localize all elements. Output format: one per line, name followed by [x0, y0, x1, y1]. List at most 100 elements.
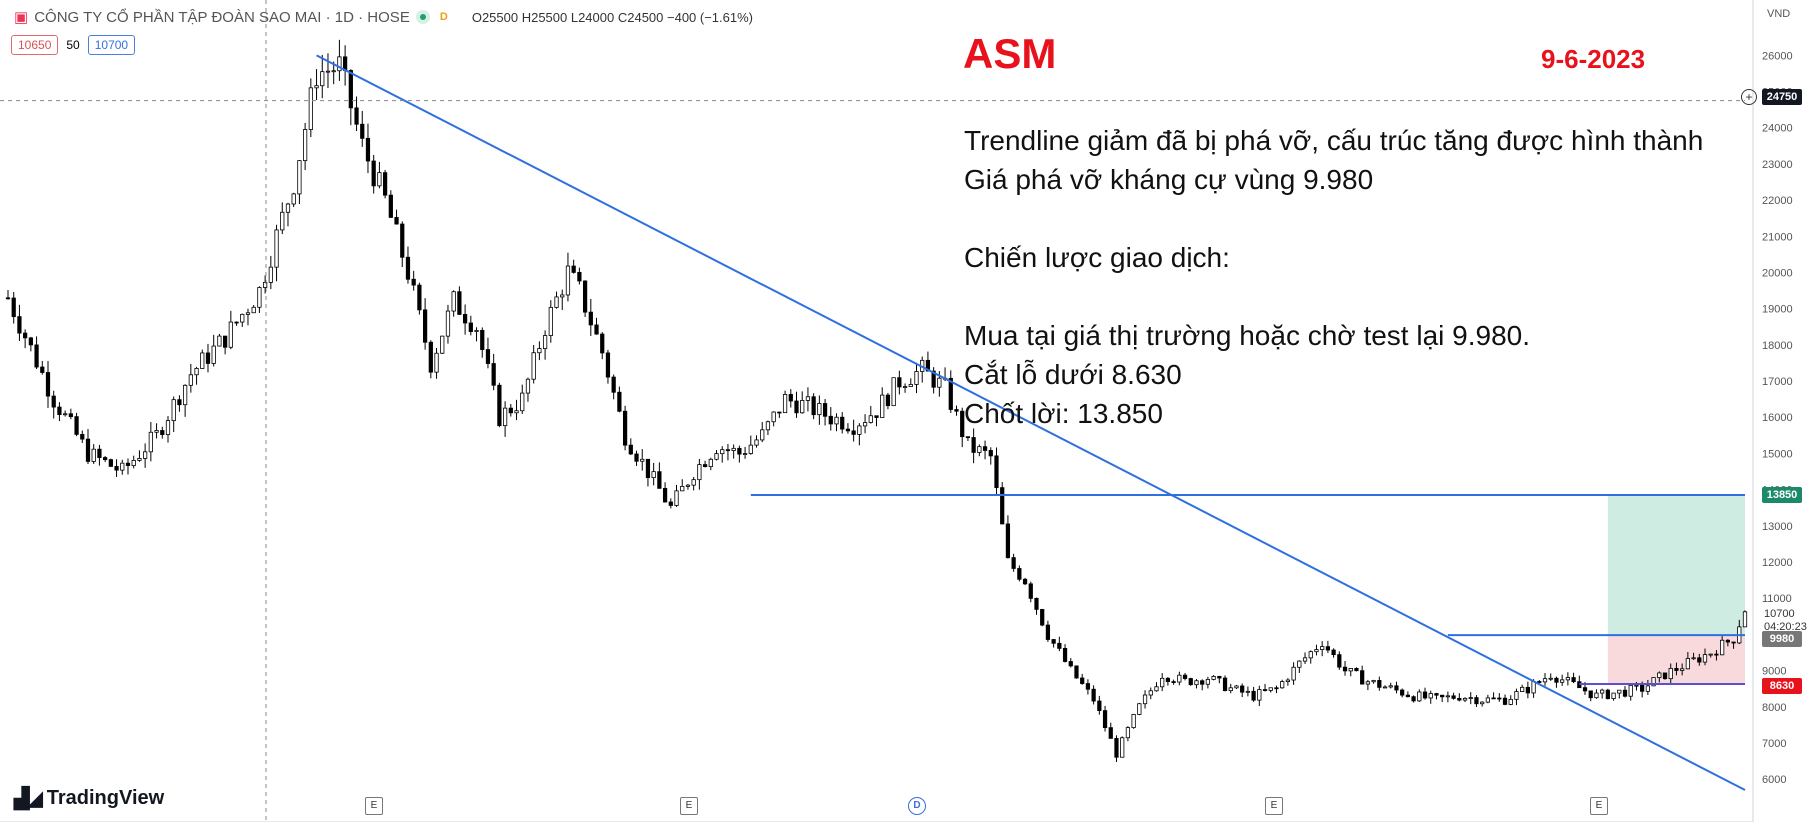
note-line-2: Giá phá vỡ kháng cự vùng 9.980 — [964, 164, 1374, 195]
candle-body — [1348, 668, 1353, 672]
candle-body — [51, 395, 56, 408]
candle-body — [914, 371, 919, 385]
earnings-marker[interactable]: E — [365, 797, 383, 815]
candle-body — [17, 316, 22, 334]
note-line-5: Cắt lỗ dưới 8.630 — [964, 359, 1182, 390]
candle-body — [902, 386, 908, 388]
candle-body — [1194, 680, 1199, 686]
candle-body — [274, 229, 279, 268]
candle-body — [1022, 578, 1028, 585]
candle-body — [742, 453, 748, 455]
candle-body — [491, 363, 496, 386]
candle-body — [285, 203, 291, 213]
candle-body — [1571, 677, 1576, 683]
candle-body — [851, 430, 856, 435]
candle-body — [1520, 686, 1525, 692]
candle-body — [502, 407, 508, 427]
earnings-marker[interactable]: E — [680, 797, 698, 815]
candle-body — [331, 70, 336, 73]
candle-body — [640, 458, 645, 462]
candle-body — [183, 384, 188, 406]
note-line-6: Chốt lời: 13.850 — [964, 398, 1163, 429]
price-tick-label: 22000 — [1762, 195, 1793, 207]
candle-body — [40, 366, 45, 373]
candle-body — [1274, 687, 1279, 690]
candle-body — [148, 431, 153, 453]
candle-body — [34, 344, 39, 368]
candle-body — [1085, 683, 1091, 690]
currency-label[interactable]: VND — [1767, 8, 1791, 20]
candle-body — [645, 458, 651, 479]
candle-body — [45, 372, 51, 397]
candle-body — [1034, 597, 1039, 610]
candle-body — [731, 447, 736, 451]
price-tick-label: 8000 — [1762, 702, 1786, 714]
candle-body — [1314, 649, 1319, 653]
candle-body — [657, 471, 662, 489]
flag-icon: ▣ — [14, 9, 29, 26]
candle-body — [1565, 677, 1570, 681]
candle-body — [1337, 654, 1342, 668]
candle-body — [571, 265, 576, 273]
candle-body — [445, 310, 451, 337]
candle-body — [1531, 681, 1536, 694]
candle-body — [120, 462, 125, 471]
candle-body — [1285, 679, 1291, 682]
candle-body — [1165, 677, 1171, 682]
tradingview-logo[interactable]: ▟◢ TradingView — [14, 786, 164, 811]
candle-body — [257, 287, 262, 308]
sell-price-button[interactable]: 10650 — [11, 35, 59, 55]
dividend-marker-circle[interactable]: D — [908, 797, 926, 815]
candle-body — [560, 294, 565, 298]
candle-body — [1634, 684, 1639, 687]
company-name: CÔNG TY CỔ PHẦN TẬP ĐOÀN SAO MAI · 1D · … — [34, 8, 410, 26]
candle-body — [874, 415, 879, 418]
price-tick-label: 9000 — [1762, 666, 1786, 678]
candle-body — [280, 211, 285, 231]
note-line-3: Chiến lược giao dịch: — [964, 242, 1230, 273]
candle-body — [1474, 697, 1479, 705]
candle-body — [1554, 677, 1559, 683]
candle-body — [1240, 685, 1245, 693]
candle-body — [582, 280, 588, 313]
candle-body — [1542, 678, 1548, 683]
candle-body — [308, 87, 313, 130]
candle-body — [143, 451, 148, 459]
buy-price-button[interactable]: 10700 — [87, 35, 136, 55]
candle-body — [622, 410, 628, 446]
stop-loss-zone — [1607, 635, 1745, 684]
trendlines[interactable] — [0, 0, 1746, 822]
candle-body — [1325, 646, 1331, 651]
add-alert-icon[interactable]: + — [1741, 89, 1757, 105]
candle-body — [200, 352, 205, 369]
candle-body — [714, 453, 719, 460]
candle-body — [685, 484, 691, 487]
candle-body — [765, 421, 771, 431]
price-tick-label: 13000 — [1762, 521, 1793, 533]
earnings-marker[interactable]: E — [1590, 797, 1608, 815]
candle-body — [1171, 681, 1176, 683]
candle-body — [405, 256, 411, 280]
candle-body — [1382, 686, 1388, 689]
candle-body — [1600, 689, 1605, 694]
analysis-date: 9-6-2023 — [1541, 44, 1646, 74]
candle-body — [234, 321, 239, 324]
candle-body — [1491, 697, 1496, 700]
candle-body — [320, 71, 325, 87]
candle-body — [1028, 583, 1033, 599]
candle-body — [1360, 670, 1365, 685]
candle-body — [1074, 665, 1079, 679]
candle-body — [680, 485, 685, 492]
candle-body — [800, 400, 805, 414]
candle-body — [514, 410, 519, 414]
candle-body — [600, 333, 605, 354]
earnings-marker[interactable]: E — [1265, 797, 1283, 815]
candle-body — [1651, 677, 1656, 687]
candle-body — [1245, 690, 1251, 693]
price-tick-label: 20000 — [1762, 267, 1793, 279]
candle-body — [85, 438, 91, 462]
candle-body — [457, 291, 462, 315]
candle-body — [708, 458, 713, 467]
candle-body — [908, 384, 913, 387]
